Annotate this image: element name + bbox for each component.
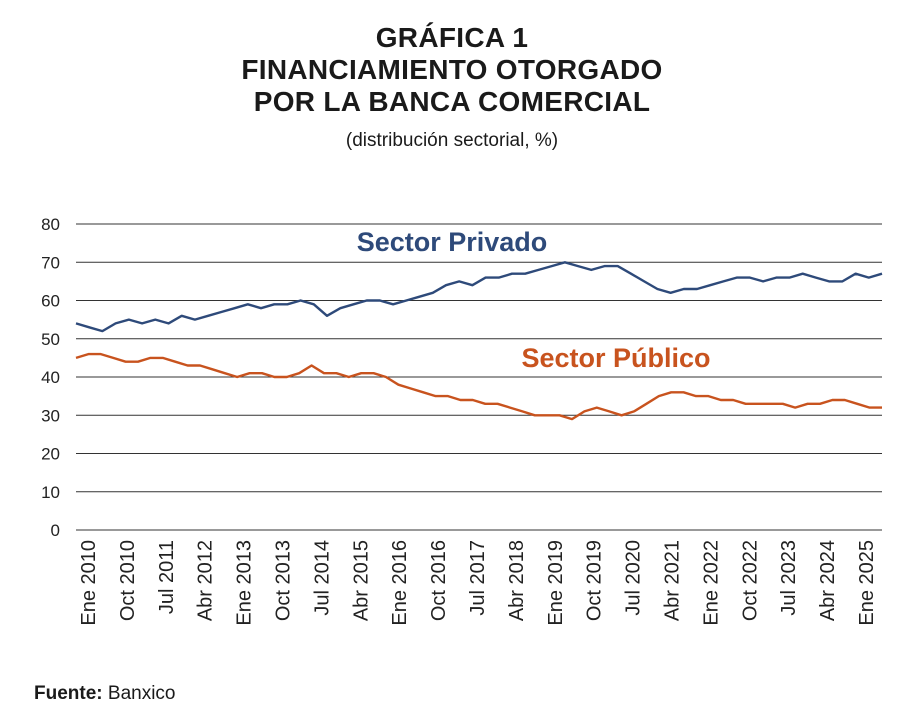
chart-title-block: GRÁFICA 1 FINANCIAMIENTO OTORGADO POR LA… (0, 22, 904, 152)
y-tick-label: 50 (41, 330, 60, 349)
x-tick-label: Jul 2011 (156, 540, 178, 614)
x-tick-label: Oct 2016 (428, 540, 450, 621)
chart-title-line-3: POR LA BANCA COMERCIAL (253, 86, 651, 117)
line-chart: 0 10 20 30 40 50 60 70 80 Ene 2010 Oct 2010 Jul 201… (41, 215, 883, 626)
y-tick-label: 80 (41, 215, 60, 234)
source-value: Banxico (107, 683, 176, 704)
series-label-sector-privado: Sector Privado (357, 227, 548, 257)
x-tick-label: Oct 2010 (117, 540, 139, 621)
series-line-sector-privado (75, 261, 883, 333)
x-tick-label: Jul 2023 (778, 540, 800, 616)
y-tick-label: 10 (41, 483, 60, 502)
y-tick-label: 20 (41, 445, 60, 464)
series-label-sector-publico: Sector Público (521, 343, 710, 373)
x-tick-label: Abr 2024 (817, 540, 839, 621)
x-tick-label: Ene 2025 (856, 540, 878, 626)
x-tick-label: Ene 2013 (234, 540, 256, 626)
y-tick-label: 30 (41, 406, 60, 425)
x-tick-label: Jul 2020 (623, 540, 645, 616)
x-tick-label: Abr 2018 (506, 540, 528, 621)
x-tick-label: Abr 2015 (350, 540, 372, 621)
x-tick-label: Ene 2010 (78, 540, 100, 626)
x-tick-label: Abr 2012 (195, 540, 217, 621)
source-note: Fuente: Banxico (34, 683, 176, 705)
x-tick-label: Abr 2021 (662, 540, 684, 621)
y-tick-label: 60 (41, 292, 60, 311)
x-tick-label: Oct 2022 (739, 540, 761, 621)
source-label: Fuente: (34, 683, 103, 704)
chart-title-line-1: GRÁFICA 1 (375, 22, 529, 53)
x-tick-label: Ene 2019 (545, 540, 567, 626)
y-tick-label: 40 (41, 368, 60, 387)
x-tick-label: Jul 2017 (467, 540, 489, 616)
series-line-sector-publico (75, 352, 882, 421)
x-tick-label: Jul 2014 (311, 540, 333, 616)
x-tick-label: Oct 2013 (273, 540, 295, 621)
x-tick-label: Ene 2022 (700, 540, 722, 626)
y-tick-label: 0 (51, 521, 60, 540)
chart-title-line-2: FINANCIAMIENTO OTORGADO (241, 54, 663, 85)
chart-subtitle: (distribución sectorial, %) (345, 130, 559, 151)
x-tick-label: Oct 2019 (584, 540, 606, 621)
y-tick-label: 70 (41, 253, 60, 272)
x-tick-label: Ene 2016 (389, 540, 411, 626)
